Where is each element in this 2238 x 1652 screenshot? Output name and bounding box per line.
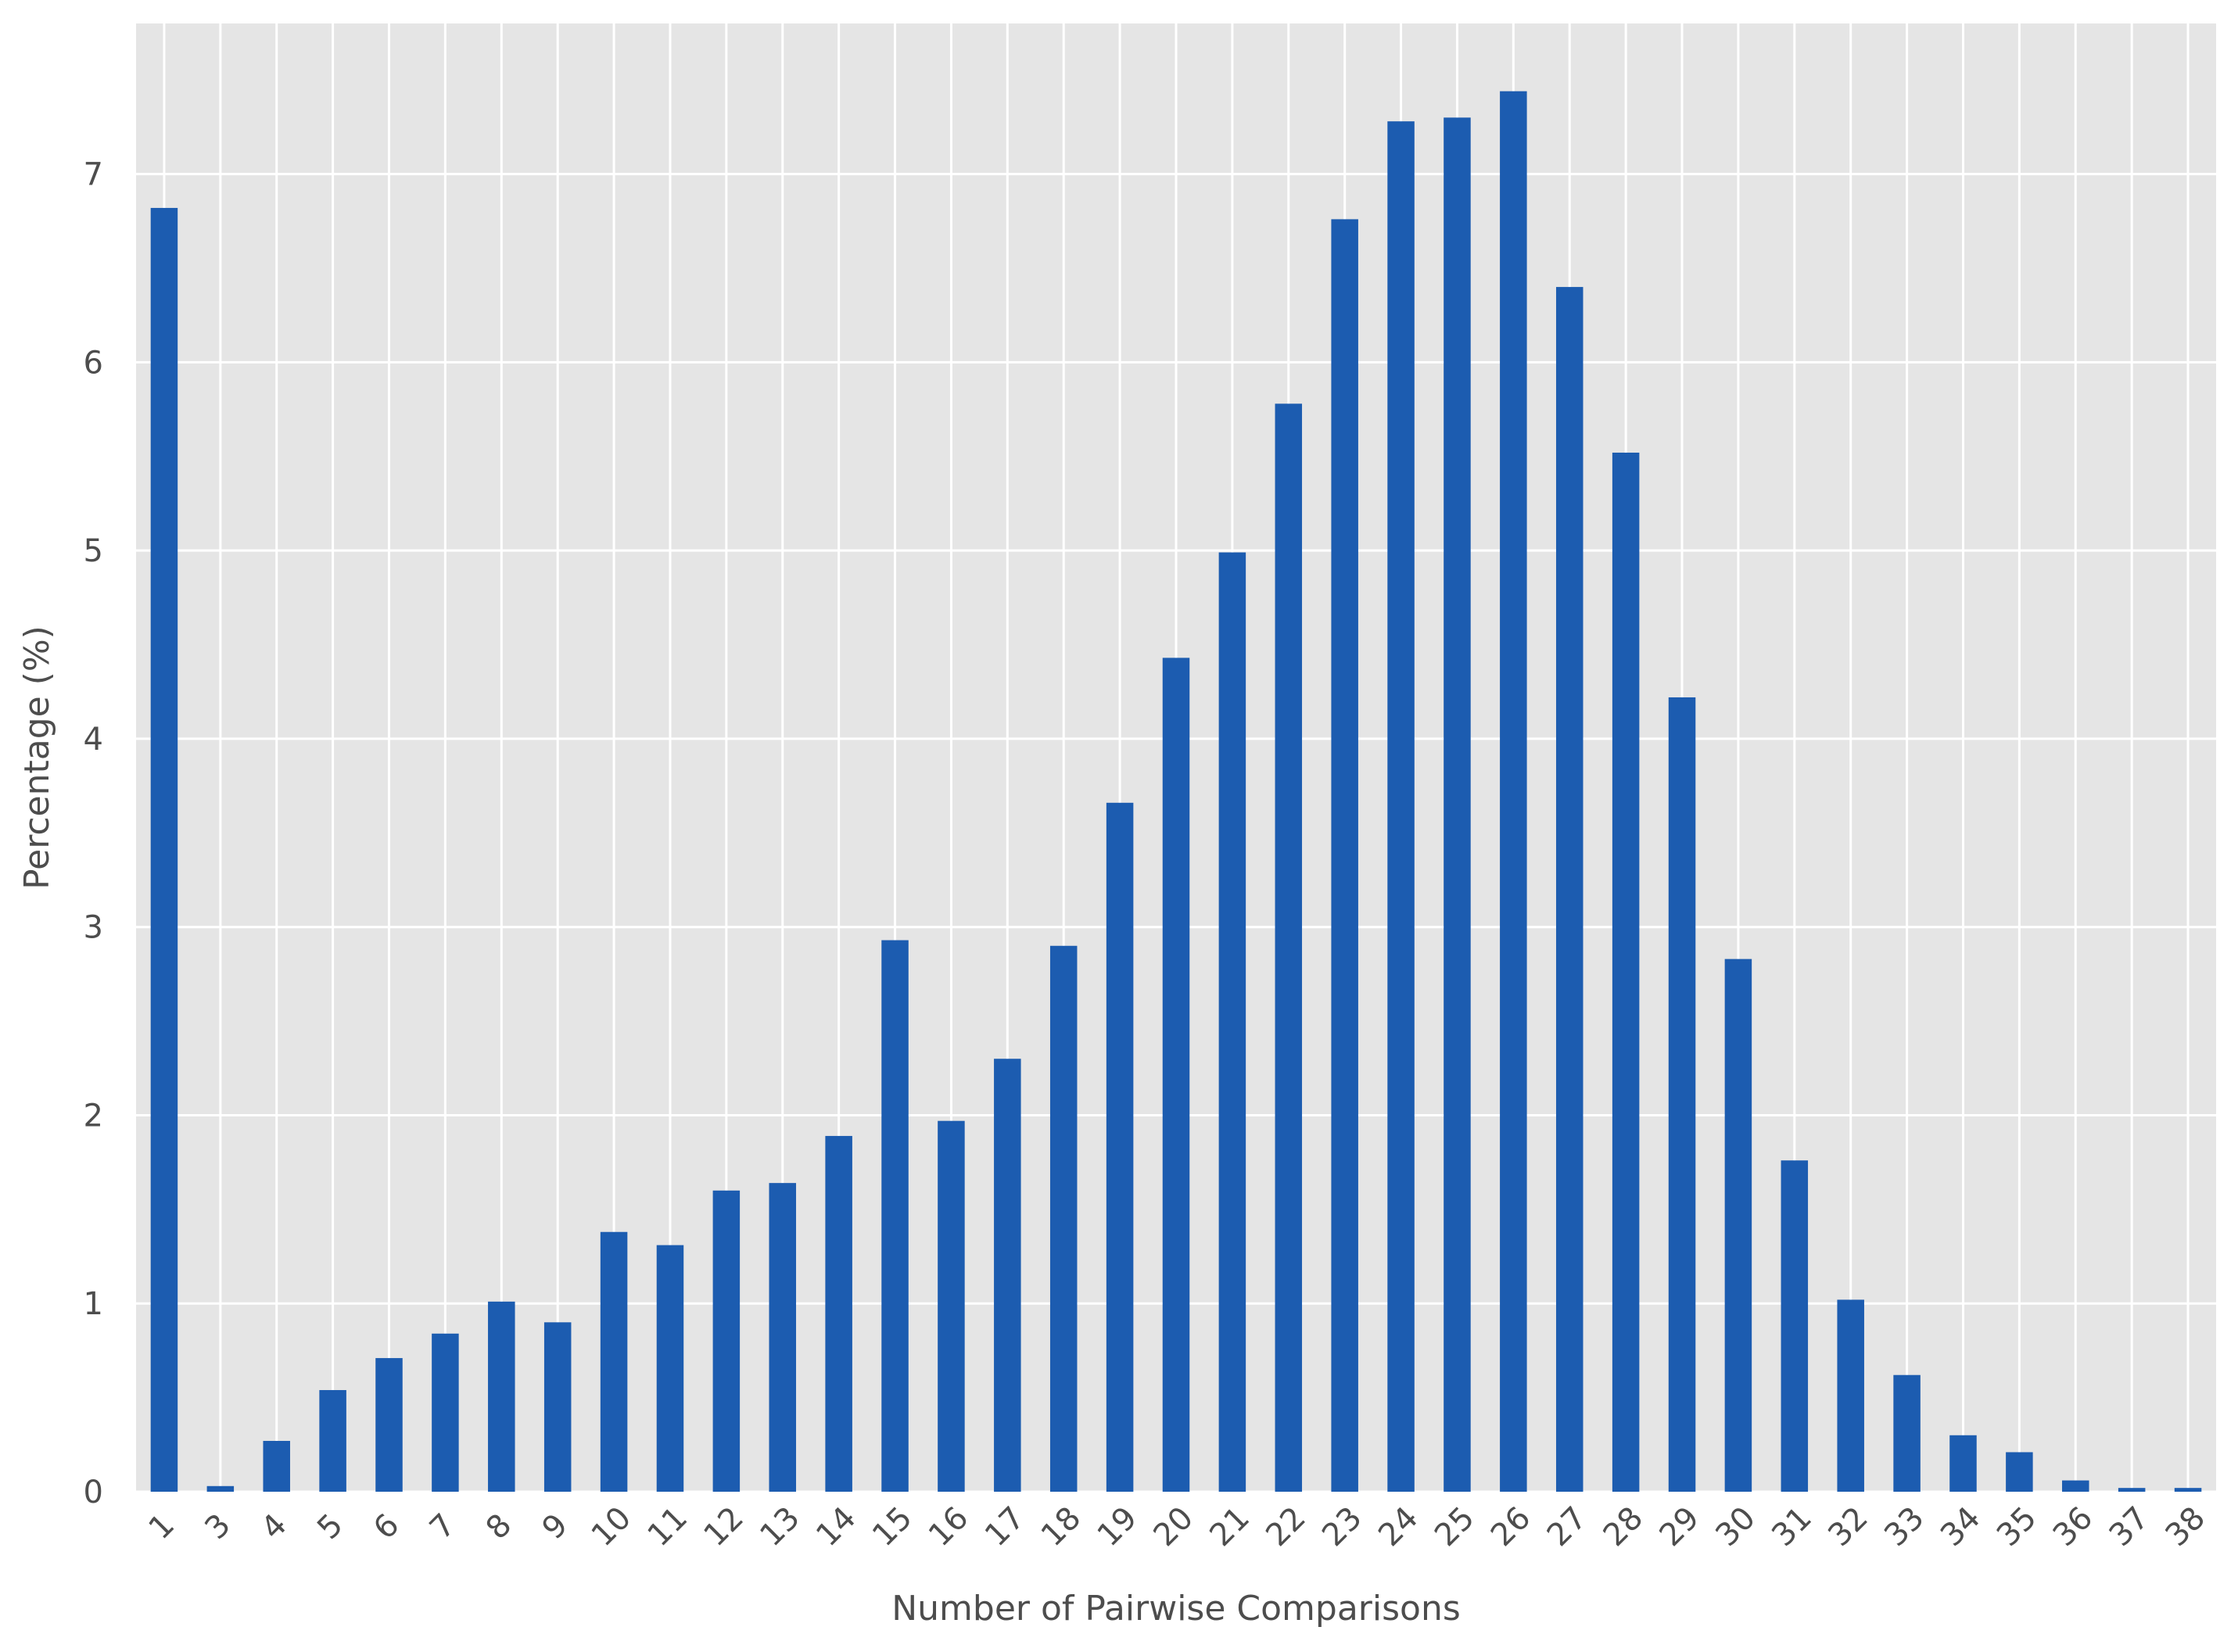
x-tick-label: 29 — [1653, 1500, 1707, 1554]
bar — [2062, 1480, 2089, 1492]
x-tick-label: 11 — [641, 1500, 695, 1554]
bar — [432, 1333, 459, 1492]
bar — [656, 1245, 684, 1492]
x-tick-label: 21 — [1203, 1500, 1257, 1554]
x-tick-label: 20 — [1147, 1500, 1201, 1554]
bar — [2006, 1452, 2033, 1492]
x-tick-label: 33 — [1878, 1500, 1931, 1554]
x-tick-label: 37 — [2103, 1500, 2157, 1554]
x-tick-label: 18 — [1035, 1500, 1089, 1554]
bar — [488, 1301, 515, 1492]
bar — [938, 1120, 965, 1492]
bar — [2118, 1488, 2146, 1492]
y-tick-label: 3 — [84, 910, 103, 946]
x-tick-label: 15 — [866, 1500, 920, 1554]
x-tick-label: 32 — [1821, 1500, 1875, 1554]
x-tick-label: 23 — [1315, 1500, 1369, 1554]
bar — [769, 1183, 797, 1492]
x-axis-label: Number of Pairwise Comparisons — [891, 1589, 1461, 1629]
bar — [1444, 117, 1471, 1492]
bar — [1049, 945, 1078, 1492]
bar — [1106, 802, 1134, 1492]
bar — [600, 1231, 628, 1492]
bar — [150, 207, 178, 1492]
x-tick-label: 8 — [479, 1507, 519, 1547]
bar — [1218, 552, 1246, 1492]
x-tick-label: 16 — [922, 1500, 976, 1554]
bar — [1612, 452, 1640, 1492]
bar — [206, 1485, 235, 1492]
bar — [1331, 219, 1358, 1492]
x-tick-label: 14 — [809, 1500, 863, 1554]
bar — [825, 1135, 852, 1492]
x-tick-label: 4 — [254, 1507, 294, 1547]
x-tick-label: 30 — [1709, 1500, 1763, 1554]
x-tick-label: 10 — [585, 1500, 639, 1554]
x-tick-label: 25 — [1428, 1500, 1482, 1554]
bar — [1781, 1160, 1809, 1492]
y-axis-label: Percentage (%) — [17, 625, 57, 890]
bar — [543, 1322, 572, 1492]
y-tick-label: 2 — [84, 1098, 103, 1134]
bar — [712, 1190, 741, 1492]
x-tick-label: 19 — [1091, 1500, 1145, 1554]
bar — [375, 1358, 403, 1492]
bar — [1500, 91, 1527, 1493]
bars — [150, 91, 2202, 1493]
bar — [263, 1440, 290, 1492]
x-tick-label: 7 — [423, 1507, 463, 1547]
bar — [1387, 121, 1415, 1493]
y-tick-label: 0 — [84, 1475, 103, 1510]
bar — [881, 940, 909, 1492]
x-tick-label: 36 — [2046, 1500, 2100, 1554]
x-tick-label: 3 — [198, 1507, 238, 1547]
x-tick-label: 12 — [697, 1500, 751, 1554]
bar — [2174, 1488, 2202, 1492]
x-tick-labels: 1 3 4 5 6 7 8 9 10 11 12 13 14 15 16 17 18 19 20 21 22 23 24 25… — [142, 1500, 2212, 1554]
bar — [319, 1389, 346, 1492]
x-tick-label: 34 — [1934, 1500, 1988, 1554]
y-tick-label: 1 — [84, 1286, 103, 1322]
y-tick-labels: 0 1 2 3 4 5 6 7 — [84, 157, 103, 1510]
x-tick-label: 5 — [310, 1507, 350, 1547]
bar — [1724, 959, 1752, 1492]
x-tick-label: 24 — [1372, 1500, 1426, 1554]
bar — [1893, 1374, 1921, 1492]
y-tick-label: 5 — [84, 533, 103, 569]
bar — [1555, 287, 1583, 1493]
x-tick-label: 28 — [1597, 1500, 1651, 1554]
bar — [1275, 403, 1303, 1493]
y-tick-label: 6 — [84, 345, 103, 381]
bar — [994, 1059, 1021, 1492]
x-tick-label: 38 — [2159, 1500, 2213, 1554]
x-tick-label: 13 — [753, 1500, 807, 1554]
bar — [1668, 697, 1696, 1492]
x-tick-label: 1 — [142, 1507, 181, 1547]
bar — [1837, 1299, 1864, 1492]
x-tick-label: 6 — [367, 1507, 407, 1547]
x-tick-label: 31 — [1765, 1500, 1819, 1554]
x-tick-label: 35 — [1990, 1500, 2044, 1554]
x-tick-label: 9 — [536, 1507, 576, 1547]
x-tick-label: 27 — [1540, 1500, 1594, 1554]
y-tick-label: 7 — [84, 157, 103, 193]
y-tick-label: 4 — [84, 722, 103, 758]
x-tick-label: 26 — [1484, 1500, 1538, 1554]
bar — [1162, 658, 1190, 1492]
x-tick-label: 22 — [1259, 1500, 1313, 1554]
x-tick-label: 17 — [978, 1500, 1032, 1554]
bar — [1949, 1435, 1977, 1492]
